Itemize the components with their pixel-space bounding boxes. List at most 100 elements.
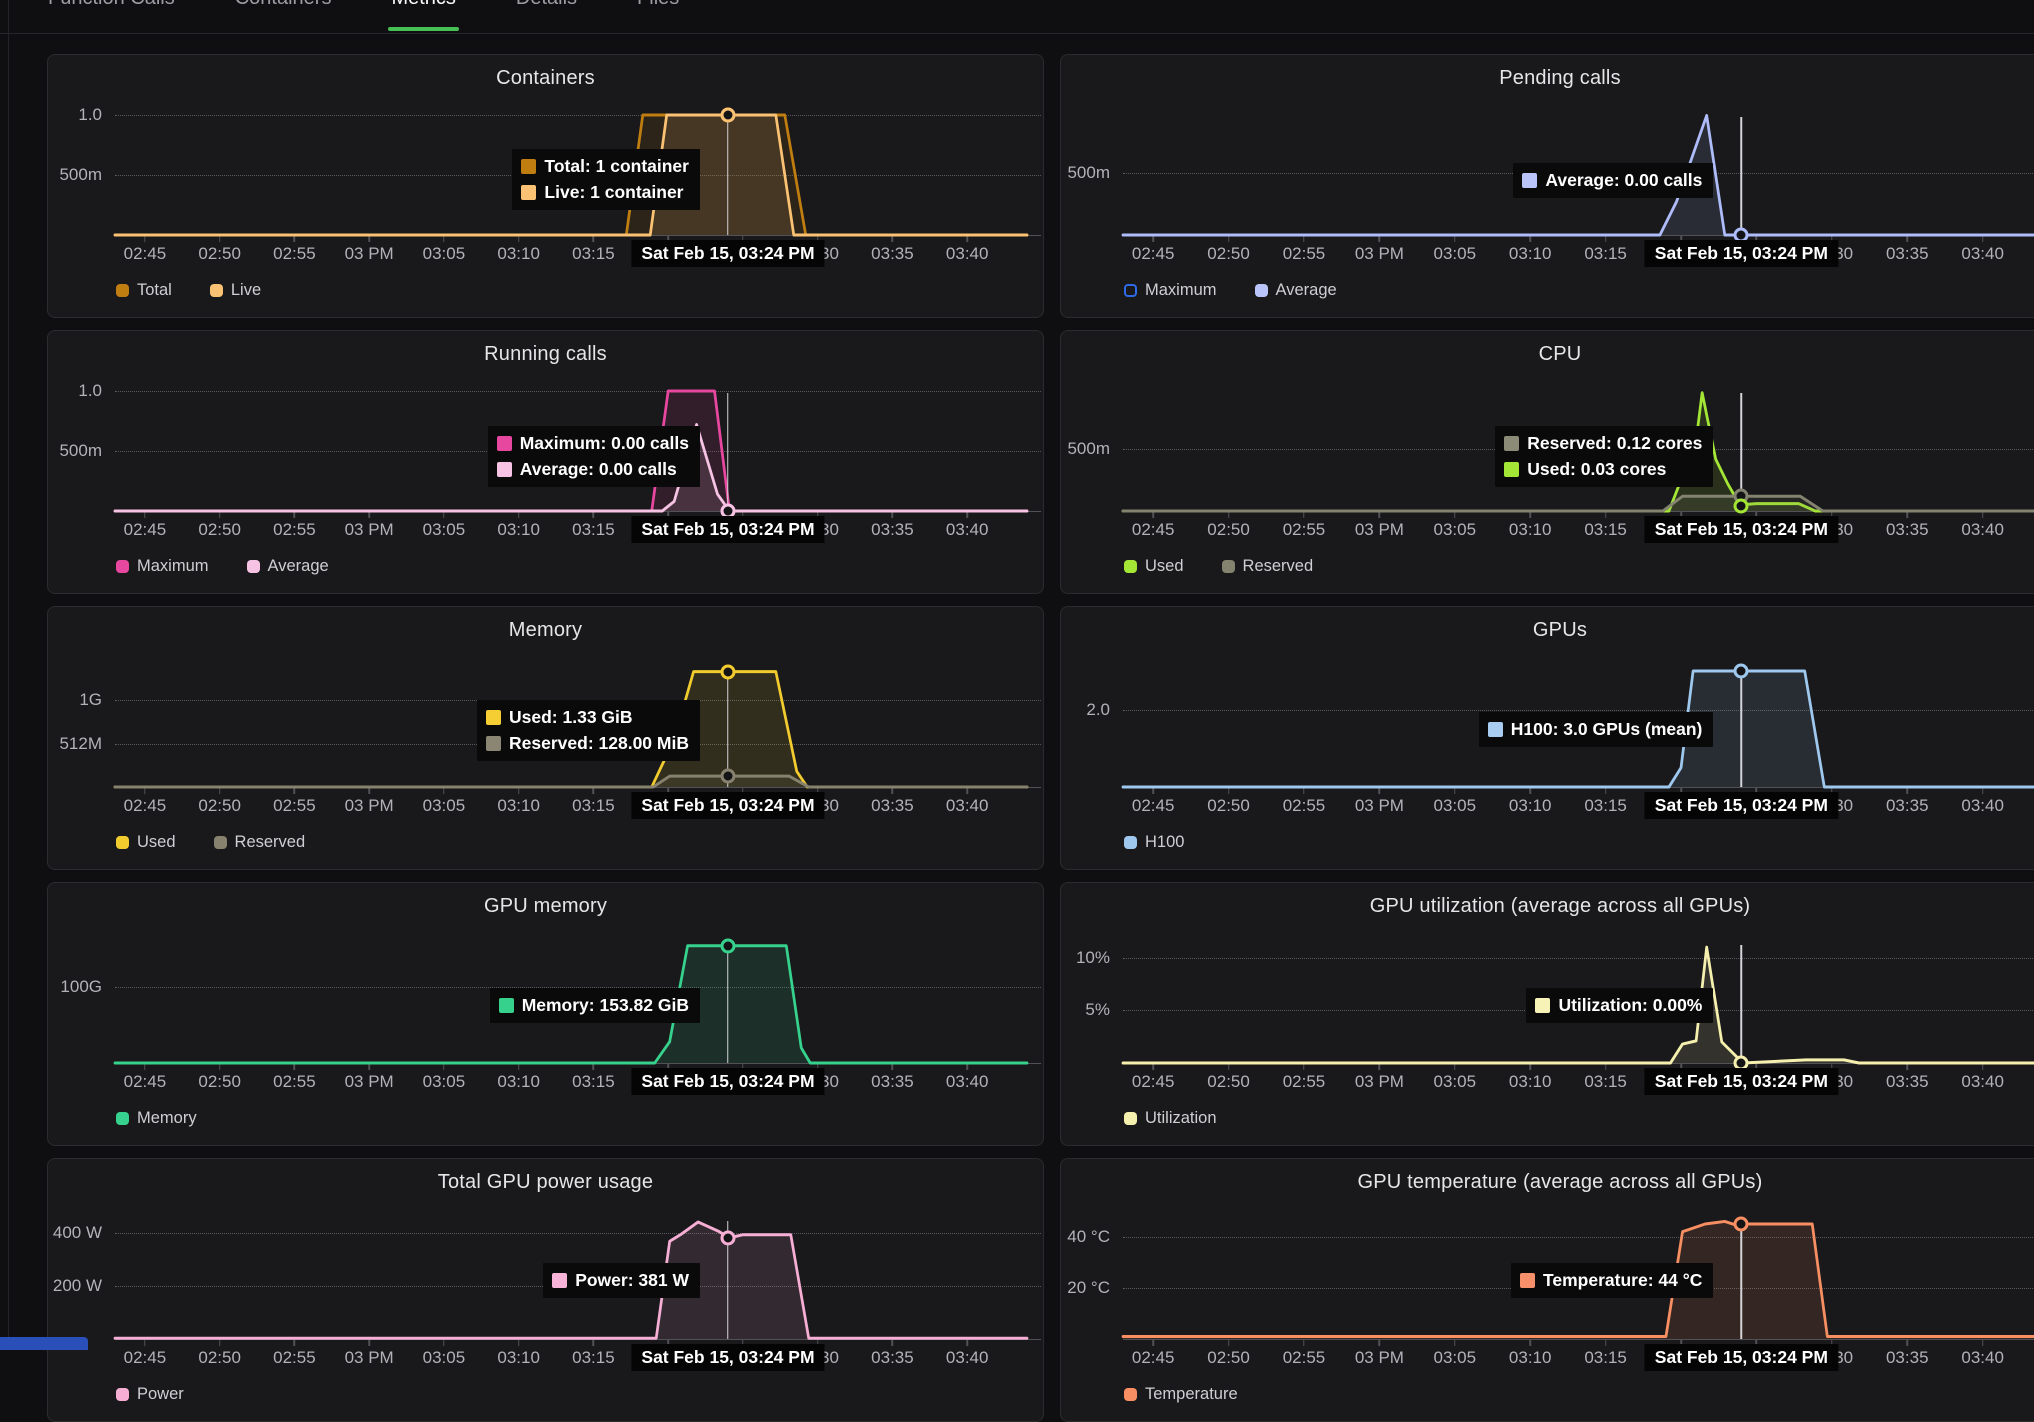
chart-tooltip: Power: 381 W <box>543 1263 700 1298</box>
legend-item-utilization[interactable]: Utilization <box>1124 1109 1217 1128</box>
hover-point-marker <box>720 938 736 954</box>
legend-swatch <box>1124 284 1137 297</box>
legend-item-maximum[interactable]: Maximum <box>1124 281 1217 300</box>
x-axis-tick <box>443 235 445 242</box>
chart-plot-gpu-power[interactable]: 400 W 200 W 02:45 02:50 02:55 03 PM 03:05 03:10… <box>53 1201 1041 1371</box>
x-axis-label: 02:55 <box>1282 244 1326 263</box>
x-axis-tick <box>1529 1339 1531 1346</box>
tooltip-value-text: Memory: 153.82 GiB <box>521 995 689 1015</box>
legend-item-reserved[interactable]: Reserved <box>1221 557 1314 576</box>
chart-panel-pending-calls: Pending calls 500m 02:45 02:50 02:55 03 PM 03:… <box>1060 54 2034 318</box>
legend-item-total[interactable]: Total <box>116 281 172 300</box>
x-axis-tick <box>1680 787 1682 794</box>
chart-legend: Total Live <box>116 281 261 300</box>
x-axis-tick <box>1831 511 1833 518</box>
tooltip-value-text: Maximum: 0.00 calls <box>519 433 689 453</box>
x-axis-tick <box>1378 1339 1381 1346</box>
x-axis-tick <box>218 787 221 794</box>
x-axis-tick <box>667 235 669 242</box>
y-axis-label: 500m <box>1067 163 1110 183</box>
x-axis-tick <box>218 1339 221 1346</box>
x-axis-tick <box>293 1339 296 1346</box>
x-axis-tick <box>1454 1339 1456 1346</box>
x-axis-tick <box>1378 787 1381 794</box>
legend-item-average[interactable]: Average <box>246 557 329 576</box>
x-axis-tick <box>1454 787 1456 794</box>
legend-item-temperature[interactable]: Temperature <box>1124 1385 1238 1404</box>
x-axis-label: 03:10 <box>1508 1072 1552 1091</box>
x-axis-tick <box>1981 1063 1984 1070</box>
chart-plot-gpu-utilization[interactable]: 10% 5% 02:45 02:50 02:55 03 PM 03:05 03:10 03:15… <box>1076 925 2034 1095</box>
hover-crosshair <box>1740 945 1743 1063</box>
x-axis-tick <box>592 235 595 242</box>
x-axis-label: 02:55 <box>273 244 316 263</box>
x-axis-tick <box>517 235 520 242</box>
legend-label: H100 <box>1145 833 1185 851</box>
x-axis-tick <box>1529 511 1531 518</box>
tooltip-row: Average: 0.00 calls <box>496 459 689 480</box>
x-axis-tick <box>517 511 520 518</box>
x-axis-tick <box>966 511 968 518</box>
x-axis-tick <box>1906 1063 1908 1070</box>
x-axis-label: 02:50 <box>198 796 241 815</box>
chart-panel-gpu-power: Total GPU power usage 400 W 200 W 02:45 02:5… <box>47 1158 1044 1422</box>
tab-details[interactable]: Details <box>513 0 580 31</box>
x-axis-tick <box>742 1339 744 1346</box>
x-axis-label: 03:35 <box>1885 520 1929 539</box>
x-axis-tick <box>1303 1339 1305 1346</box>
x-axis-tick <box>1227 787 1230 794</box>
x-axis-label: 02:50 <box>198 1072 241 1091</box>
legend-swatch <box>209 284 223 297</box>
legend-item-used[interactable]: Used <box>1124 557 1184 576</box>
legend-label: Reserved <box>1242 557 1314 575</box>
tab-function-calls[interactable]: Function Calls <box>45 0 178 31</box>
chart-title-gpu-temperature: GPU temperature (average across all GPUs… <box>1357 1171 1763 1193</box>
tab-containers[interactable]: Containers <box>232 0 335 31</box>
x-axis-tick <box>742 235 744 242</box>
y-axis-label: 200 W <box>52 1275 102 1295</box>
x-axis-tick <box>517 787 520 794</box>
x-axis-label: 03:10 <box>1508 796 1552 815</box>
x-axis-label: 02:55 <box>1282 796 1326 815</box>
x-axis-label: 02:50 <box>198 1348 241 1367</box>
y-gridline <box>115 115 1041 116</box>
legend-item-live[interactable]: Live <box>209 281 261 300</box>
chart-plot-running-calls[interactable]: 1.0 500m 02:45 02:50 02:55 03 PM 03:05 03:10 03:… <box>59 373 1041 543</box>
tab-label: Files <box>637 0 679 9</box>
hover-point-marker <box>1733 498 1749 514</box>
hover-crosshair <box>727 117 729 235</box>
y-axis-label: 500m <box>1067 439 1110 459</box>
chart-plot-gpu-temperature[interactable]: 40 °C 20 °C 02:45 02:50 02:55 03 PM 03:05 03:10… <box>1067 1201 2034 1371</box>
tab-metrics[interactable]: Metrics <box>388 0 459 31</box>
legend-item-average[interactable]: Average <box>1254 281 1337 300</box>
x-axis-label: 03:10 <box>497 520 540 539</box>
x-axis-tick <box>144 511 146 518</box>
chart-plot-memory[interactable]: 1G 512M 02:45 02:50 02:55 03 PM 03:05 03:10 03:1… <box>59 649 1041 819</box>
chart-title-running-calls: Running calls <box>484 343 607 365</box>
legend-item-h100[interactable]: H100 <box>1124 833 1184 852</box>
chart-legend: Power <box>116 1385 184 1404</box>
x-axis-label: 03:10 <box>497 1348 540 1367</box>
x-axis-label: 03:40 <box>1961 1072 2004 1091</box>
chart-plot-containers[interactable]: 1.0 500m 02:45 02:50 02:55 03 PM 03:05 03:10 03:… <box>59 97 1041 267</box>
x-axis-tick <box>1604 511 1607 518</box>
x-axis-tick <box>1152 235 1154 242</box>
chart-plot-gpu-memory[interactable]: 100G 02:45 02:50 02:55 03 PM 03:05 03:10 03:15 0… <box>60 925 1041 1095</box>
legend-item-memory[interactable]: Memory <box>116 1109 197 1128</box>
y-axis-label: 400 W <box>52 1222 102 1242</box>
tab-files[interactable]: Files <box>634 0 682 31</box>
x-axis-tick <box>293 235 296 242</box>
hover-date-label: Sat Feb 15, 03:24 PM <box>631 1068 825 1095</box>
x-axis-tick <box>1831 1339 1833 1346</box>
chart-plot-gpus[interactable]: 2.0 02:45 02:50 02:55 03 PM 03:05 03:10 03:15 03… <box>1086 649 2034 819</box>
x-axis-label: 03 PM <box>344 244 394 263</box>
legend-item-maximum[interactable]: Maximum <box>116 557 209 576</box>
legend-item-power[interactable]: Power <box>116 1385 184 1404</box>
chart-title-containers: Containers <box>496 67 595 89</box>
legend-item-used[interactable]: Used <box>116 833 176 852</box>
legend-item-reserved[interactable]: Reserved <box>213 833 305 852</box>
x-axis-tick <box>1680 235 1682 242</box>
chart-plot-pending-calls[interactable]: 500m 02:45 02:50 02:55 03 PM 03:05 03:10 03:15 0… <box>1067 97 2034 267</box>
y-axis-label: 1.0 <box>78 105 102 124</box>
chart-plot-cpu[interactable]: 500m 02:45 02:50 02:55 03 PM 03:05 03:10 03:15 0… <box>1067 373 2034 543</box>
